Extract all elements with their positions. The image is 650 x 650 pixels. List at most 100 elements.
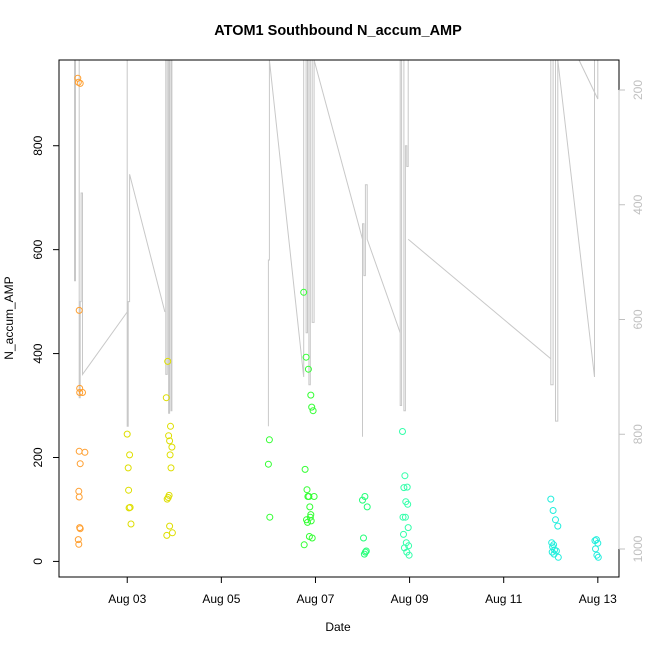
data-point	[399, 428, 406, 435]
data-point	[400, 530, 407, 538]
data-point	[401, 472, 409, 480]
y-tick-label: 600	[31, 239, 45, 259]
data-point	[308, 403, 316, 411]
data-point	[300, 541, 308, 549]
line-segment-10	[557, 59, 595, 378]
data-point	[552, 516, 559, 524]
data-point	[127, 520, 135, 528]
data-point	[167, 422, 174, 430]
data-point	[548, 548, 556, 556]
data-point	[359, 496, 366, 504]
data-point	[594, 539, 602, 547]
data-point	[74, 536, 82, 544]
data-point	[166, 437, 174, 445]
data-point	[264, 460, 272, 468]
data-point	[304, 365, 312, 373]
data-point	[168, 529, 176, 537]
x-tick-label: Aug 13	[579, 592, 617, 606]
data-point	[308, 534, 316, 542]
line-segment-2	[126, 60, 166, 427]
data-point	[309, 407, 317, 415]
data-point	[362, 547, 370, 555]
data-point	[304, 518, 311, 526]
data-point	[306, 513, 314, 521]
data-point	[125, 486, 133, 494]
data-point	[549, 507, 557, 514]
x-tick-label: Aug 03	[108, 592, 146, 606]
data-point	[126, 503, 134, 511]
x-tick-label: Aug 07	[296, 592, 334, 606]
line-segment-4	[267, 59, 315, 427]
line-segment-1	[78, 60, 128, 399]
y-axis-right: 200 400 600 800 1000	[618, 80, 645, 562]
data-point	[302, 353, 310, 361]
data-point	[163, 531, 171, 539]
data-point	[81, 448, 89, 456]
data-point	[301, 465, 309, 473]
data-point	[123, 430, 131, 438]
data-point	[307, 391, 315, 399]
data-point	[400, 484, 408, 492]
data-point	[310, 493, 318, 500]
data-point	[76, 460, 84, 468]
data-point	[303, 486, 311, 494]
data-point	[76, 389, 84, 396]
y-axis-label: N_accum_AMP	[2, 276, 16, 359]
points-layer	[74, 74, 602, 561]
data-point	[300, 288, 308, 296]
data-point	[79, 389, 86, 396]
data-point	[404, 500, 412, 508]
data-point	[75, 540, 83, 548]
data-point	[76, 525, 84, 533]
data-point	[75, 306, 83, 314]
data-point	[164, 357, 172, 365]
data-point	[166, 522, 174, 530]
data-point	[405, 551, 413, 559]
data-point	[592, 536, 600, 544]
data-point	[165, 432, 173, 440]
y-tick-label: 0	[31, 558, 45, 565]
y-tick-label: 400	[31, 343, 45, 363]
data-point	[307, 517, 315, 525]
data-point	[166, 451, 174, 459]
y-tick-label: 200	[31, 447, 45, 467]
data-point	[594, 553, 602, 561]
data-point	[399, 513, 407, 521]
y-axis-left: 0 200 400 600 800	[31, 135, 60, 565]
data-point	[401, 513, 409, 521]
chart-title: ATOM1 Southbound N_accum_AMP	[214, 23, 462, 39]
line-segment-8	[407, 238, 552, 360]
data-point	[168, 443, 176, 451]
data-point	[165, 491, 173, 499]
x-tick-label: Aug 09	[391, 592, 429, 606]
data-point	[547, 495, 555, 503]
data-point	[554, 522, 562, 530]
y2-tick-label: 800	[631, 424, 645, 444]
data-point	[167, 464, 175, 472]
line-segment-11	[578, 59, 599, 100]
data-point	[163, 495, 171, 503]
x-tick-label: Aug 05	[202, 592, 240, 606]
data-point	[305, 493, 313, 500]
data-point	[361, 493, 369, 500]
x-axis: Aug 03 Aug 05 Aug 07 Aug 09 Aug 11 Aug 13	[108, 576, 617, 606]
data-point	[75, 493, 83, 501]
data-point	[403, 483, 411, 491]
data-point	[360, 534, 367, 542]
data-point	[363, 503, 371, 511]
y2-tick-label: 200	[631, 80, 645, 100]
y2-tick-label: 400	[631, 194, 645, 214]
x-axis-label: Date	[325, 620, 351, 634]
data-point	[554, 553, 562, 561]
data-point	[265, 436, 273, 444]
x-tick-label: Aug 11	[485, 592, 522, 606]
line-segment-3	[165, 59, 173, 414]
data-point	[124, 464, 132, 472]
data-point	[126, 451, 134, 459]
y2-tick-label: 1000	[631, 535, 645, 562]
line-segment-0	[74, 60, 76, 282]
line-segment-6	[362, 184, 401, 437]
data-point	[404, 524, 412, 532]
